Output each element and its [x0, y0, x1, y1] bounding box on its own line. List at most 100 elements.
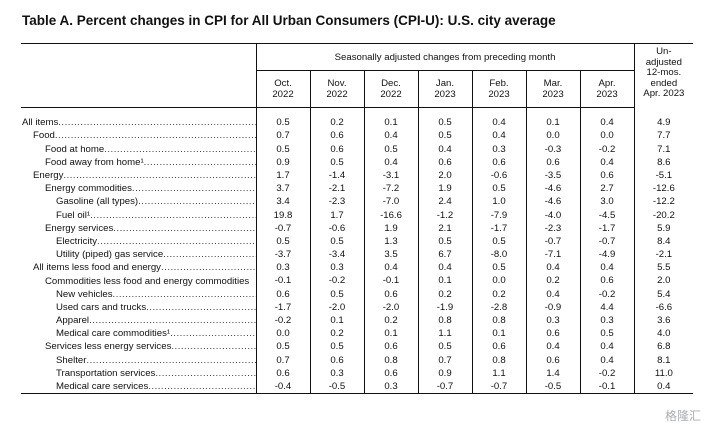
value-cell: 0.6	[309, 129, 364, 143]
value-cell: 0.8	[363, 353, 418, 367]
value-cell: 0.6	[471, 340, 526, 354]
value-cell: 0.8	[417, 313, 472, 327]
row-label: Medical care commodities¹...............…	[21, 327, 256, 340]
value-cell: 2.4	[417, 195, 472, 209]
value-cell: 0.1	[363, 327, 418, 341]
value-cell: 0.5	[417, 234, 472, 248]
value-cell: 0.5	[471, 261, 526, 275]
value-cell: -4.6	[525, 195, 580, 209]
table-row: Energy..................................…	[21, 168, 694, 182]
value-cell: 0.6	[525, 353, 580, 367]
value-cell: 2.7	[579, 181, 635, 196]
value-cell: 0.4	[363, 129, 418, 143]
leader-dots: ........................................…	[89, 315, 256, 326]
table-row: Food at home............................…	[21, 142, 694, 156]
value-cell: 1.0	[471, 195, 526, 209]
value-cell: 0.2	[471, 287, 526, 301]
value-cell: 0.5	[309, 234, 364, 248]
value-cell: -0.7	[525, 234, 580, 248]
header-month-6: Apr. 2023	[579, 70, 635, 108]
leader-dots: ........................................…	[146, 301, 256, 313]
value-cell: 0.0	[579, 129, 635, 143]
value-cell: 7.1	[633, 142, 694, 156]
value-cell: 0.3	[255, 261, 310, 275]
value-cell: 2.0	[633, 274, 694, 288]
row-label: Energy services.........................…	[21, 222, 256, 235]
value-cell: -2.8	[471, 300, 526, 314]
value-cell: -2.1	[309, 181, 364, 196]
table-row: Commodities less food and energy commodi…	[21, 274, 694, 288]
value-cell: 0.4	[525, 340, 580, 354]
value-cell: -3.7	[255, 247, 310, 262]
row-label: Gasoline (all types)....................…	[21, 195, 256, 208]
value-cell: 1.7	[255, 168, 310, 182]
header-month-1: Nov. 2022	[309, 70, 364, 108]
value-cell: 0.3	[525, 313, 580, 327]
table-row: Transportation services.................…	[21, 366, 694, 380]
leader-dots: ........................................…	[112, 288, 256, 300]
value-cell: 0.6	[417, 155, 472, 169]
value-cell: 0.5	[255, 142, 310, 156]
value-cell: -0.6	[471, 168, 526, 182]
value-cell: 0.4	[525, 287, 580, 301]
row-label: New vehicles............................…	[21, 287, 256, 300]
value-cell: -2.3	[525, 221, 580, 235]
value-cell: -0.5	[525, 379, 580, 394]
value-cell: 0.8	[471, 353, 526, 367]
value-cell: 0.6	[579, 274, 635, 288]
value-cell: 0.5	[309, 340, 364, 354]
value-cell: -1.7	[471, 221, 526, 235]
table-row: Apparel.................................…	[21, 313, 694, 327]
value-cell: 0.7	[255, 129, 310, 143]
table-row: Utility (piped) gas service.............…	[21, 247, 694, 262]
value-cell: -0.1	[579, 379, 635, 394]
value-cell: -1.7	[579, 221, 635, 235]
row-label: Services less energy services...........…	[21, 340, 256, 353]
value-cell: 0.1	[525, 116, 580, 130]
row-label: Food....................................…	[21, 129, 256, 142]
table-row: Energy commodities......................…	[21, 181, 694, 196]
value-cell: 0.5	[255, 340, 310, 354]
value-cell: -4.9	[579, 247, 635, 262]
value-cell: -20.2	[633, 208, 694, 222]
value-cell: 1.4	[525, 366, 580, 380]
table-row: All items...............................…	[21, 116, 694, 130]
value-cell: 1.1	[417, 327, 472, 341]
value-cell: -1.2	[417, 208, 472, 222]
value-cell: 8.1	[633, 353, 694, 367]
leader-dots: ........................................…	[138, 196, 256, 208]
leader-dots: ........................................…	[104, 143, 256, 155]
value-cell: 0.0	[525, 129, 580, 143]
row-label: All items less food and energy..........…	[21, 261, 256, 274]
value-cell: -2.0	[363, 300, 418, 314]
value-cell: 1.7	[309, 208, 364, 222]
value-cell: 0.3	[579, 313, 635, 327]
value-cell: 0.5	[417, 340, 472, 354]
value-cell: -0.2	[309, 274, 364, 288]
value-cell: -8.0	[471, 247, 526, 262]
table-row: Gasoline (all types)....................…	[21, 195, 694, 209]
value-cell: 3.0	[579, 195, 635, 209]
value-cell: -0.4	[255, 379, 310, 394]
value-cell: 0.6	[363, 340, 418, 354]
value-cell: 0.6	[309, 142, 364, 156]
value-cell: 0.4	[579, 340, 635, 354]
value-cell: -0.5	[309, 379, 364, 394]
value-cell: 2.1	[417, 221, 472, 235]
row-label: Apparel.................................…	[21, 314, 256, 327]
value-cell: 0.3	[309, 366, 364, 380]
table-row: Used cars and trucks....................…	[21, 300, 694, 314]
value-cell: 7.7	[633, 129, 694, 143]
header-month-3: Jan. 2023	[417, 70, 472, 108]
value-cell: 0.6	[363, 366, 418, 380]
value-cell: -2.1	[633, 247, 694, 262]
value-cell: 0.2	[309, 327, 364, 341]
row-label: Medical care services...................…	[21, 379, 256, 394]
value-cell: 0.4	[363, 261, 418, 275]
table-row: All items less food and energy..........…	[21, 261, 694, 275]
leader-dots: ........................................…	[113, 222, 256, 234]
table-row: Medical care services...................…	[21, 379, 694, 394]
leader-dots: ........................................…	[155, 367, 256, 379]
value-cell: 0.5	[255, 234, 310, 248]
table-row: Energy services.........................…	[21, 221, 694, 235]
